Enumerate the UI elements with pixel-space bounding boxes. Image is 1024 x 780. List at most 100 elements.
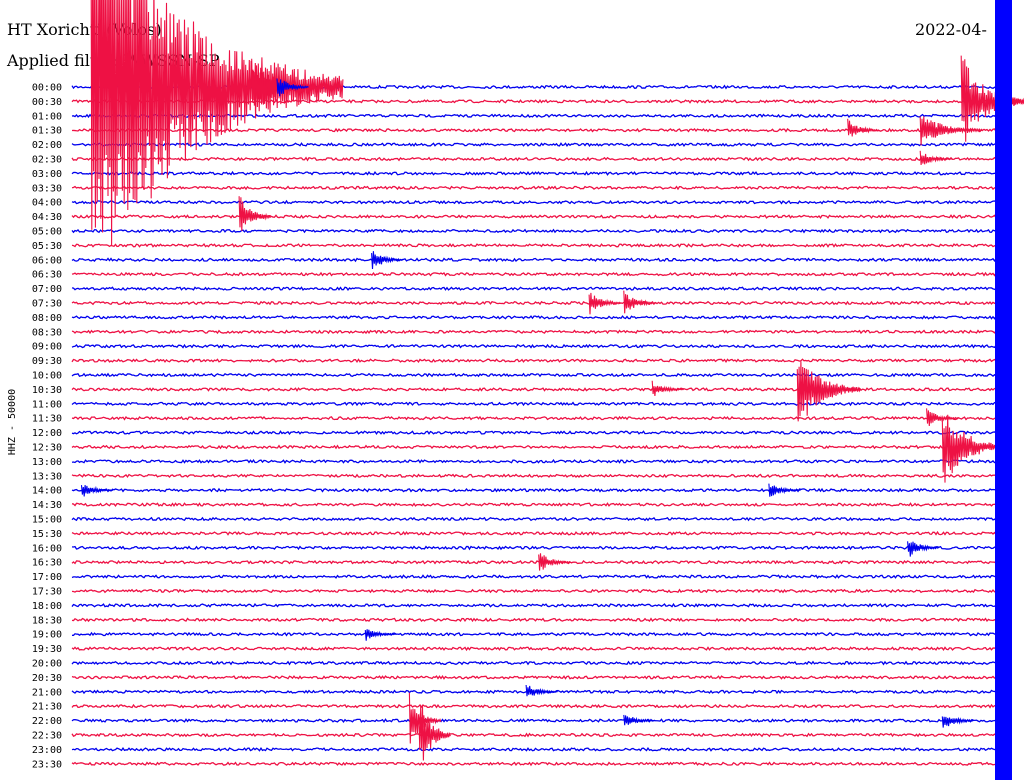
row-time-label: 05:30 [32,241,62,252]
row-time-label: 01:00 [32,111,62,122]
row-time-label: 22:00 [32,716,62,727]
trace-row [71,199,997,205]
seismic-event [418,706,451,761]
row-time-label: 17:00 [32,572,62,583]
row-time-label: 14:00 [32,486,62,497]
trace-row [71,487,997,493]
row-time-label: 07:30 [32,299,62,310]
trace-row [71,401,997,407]
trace-row [71,646,997,652]
row-time-label: 21:00 [32,687,62,698]
trace-row [71,631,997,637]
trace-row [71,271,997,277]
trace-row [71,718,997,724]
trace-row [71,300,997,306]
trace-row [71,286,997,291]
trace-row [71,185,997,191]
seismic-event [90,0,344,246]
row-time-label: 19:00 [32,630,62,641]
date-label: 2022-04- [915,20,987,39]
trace-row [71,545,997,551]
row-time-label: 04:30 [32,212,62,223]
trace-row [71,415,997,421]
trace-row [71,530,997,536]
blue-saturation-band [995,0,1012,780]
row-time-label: 00:30 [32,97,62,108]
row-time-label: 04:00 [32,198,62,209]
row-time-label: 02:30 [32,155,62,166]
seismic-event [941,716,975,728]
trace-row [71,113,997,119]
row-time-label: 08:00 [32,313,62,324]
y-axis-label: HHZ - 50000 [7,389,18,455]
seismic-event [371,251,404,270]
trace-row [71,458,997,464]
row-time-label: 16:30 [32,558,62,569]
seismic-event [941,414,1006,483]
row-time-label: 23:00 [32,745,62,756]
row-time-label: 00:00 [32,83,62,94]
row-time-label: 15:30 [32,529,62,540]
seismic-event [525,684,558,697]
row-time-label: 05:00 [32,227,62,238]
trace-row [71,473,997,479]
row-time-label: 08:30 [32,327,62,338]
trace-row [71,343,997,349]
seismic-event [408,692,442,744]
trace-row [71,156,997,162]
trace-row [71,617,997,623]
trace-row [71,602,997,608]
row-time-label: 20:00 [32,659,62,670]
trace-row [71,142,997,148]
seismic-event [847,118,880,137]
trace-row [71,127,997,133]
row-time-label: 02:00 [32,140,62,151]
seismic-event [538,553,571,571]
row-time-label: 18:30 [32,615,62,626]
trace-row [71,228,997,234]
seismic-event [651,380,685,396]
trace-row [71,502,997,508]
row-time-label: 14:30 [32,500,62,511]
trace-row [71,214,997,220]
row-time-label: 06:30 [32,270,62,281]
seismic-event [960,55,1024,142]
row-time-label: 20:30 [32,673,62,684]
row-time-label: 19:30 [32,644,62,655]
row-time-label: 11:00 [32,399,62,410]
seismic-event [907,541,940,557]
trace-row [71,372,997,378]
time-tick-labels: 00:00 00:30 01:00 01:30 02:00 02:30 03:00 03:30… [32,83,62,771]
seismic-event [768,483,801,497]
seismic-event [276,78,309,97]
trace-row [71,315,997,320]
row-time-label: 12:30 [32,443,62,454]
trace-row [71,516,997,522]
seismic-event [588,292,622,315]
trace-row [71,703,997,709]
trace-row [71,170,997,176]
row-time-label: 13:00 [32,457,62,468]
trace-row [71,430,997,436]
row-time-label: 21:30 [32,702,62,713]
seismic-event [80,485,114,497]
seismic-event [919,150,952,166]
seismic-event [364,629,398,641]
trace-row [71,732,997,738]
seismic-event [796,361,861,422]
row-time-label: 09:30 [32,356,62,367]
trace-row [71,588,997,594]
row-time-label: 09:00 [32,342,62,353]
row-time-label: 03:00 [32,169,62,180]
trace-row [71,761,997,767]
row-time-label: 10:00 [32,371,62,382]
trace-row [71,574,997,579]
row-time-label: 11:30 [32,414,62,425]
row-time-label: 17:30 [32,587,62,598]
trace-row [71,444,997,450]
seismic-event [623,290,656,314]
row-time-label: 10:30 [32,385,62,396]
row-time-label: 16:00 [32,543,62,554]
row-time-label: 01:30 [32,126,62,137]
